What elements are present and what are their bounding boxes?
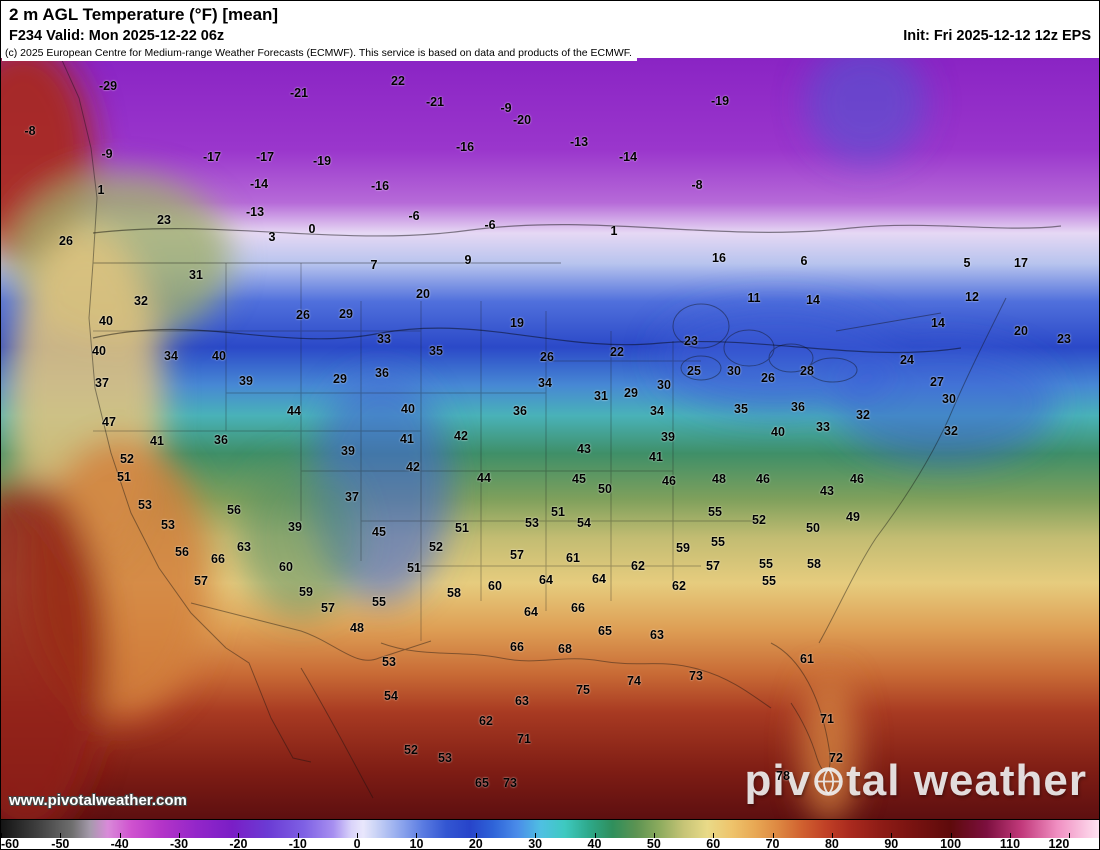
color-scale-tick-mark xyxy=(713,833,715,838)
color-scale-tick-mark xyxy=(594,833,596,838)
color-scale-tick-mark xyxy=(772,833,774,838)
color-scale-tick-mark xyxy=(119,833,121,838)
color-scale-ticks: -60 -50 -40 -30 -20 -10 0 10 20 30 40 50 60 70 80 90 100… xyxy=(1,837,1099,850)
temperature-contours xyxy=(92,224,1062,354)
color-scale-tick-label: 90 xyxy=(884,837,899,850)
color-scale-tick-label: 80 xyxy=(824,837,839,850)
color-scale-tick-label: 30 xyxy=(528,837,543,850)
color-scale-tick-mark xyxy=(653,833,655,838)
color-scale-tick-label: 100 xyxy=(940,837,962,850)
pivotal-weather-logo: piv tal weather xyxy=(745,756,1087,806)
warm-pacific-ocean xyxy=(1,478,106,819)
color-scale-tick-label: 120 xyxy=(1048,837,1070,850)
color-scale: -60 -50 -40 -30 -20 -10 0 10 20 30 40 50 60 70 80 90 100… xyxy=(1,819,1099,850)
color-scale-tick-mark xyxy=(416,833,418,838)
logo-text-prefix: piv xyxy=(744,756,812,805)
color-scale-gradient xyxy=(1,819,1099,838)
state-borders xyxy=(93,263,761,641)
color-scale-tick-mark xyxy=(831,833,833,838)
color-scale-tick-label: 110 xyxy=(999,837,1021,850)
copyright-notice: (c) 2025 European Centre for Medium-rang… xyxy=(2,46,637,61)
color-scale-tick-label: 20 xyxy=(468,837,483,850)
color-scale-tick-label: 10 xyxy=(409,837,424,850)
color-scale-tick-label: 50 xyxy=(646,837,661,850)
color-scale-tick-mark xyxy=(60,833,62,838)
color-scale-tick-mark xyxy=(891,833,893,838)
init-time: Init: Fri 2025-12-12 12z EPS xyxy=(903,28,1091,44)
cool-great-basin xyxy=(241,458,361,618)
color-scale-tick-label: -60 xyxy=(1,837,20,850)
title-bar: 2 m AGL Temperature (°F) [mean] xyxy=(1,1,1099,29)
map-boundaries xyxy=(60,58,1007,799)
color-scale-tick-label: -50 xyxy=(51,837,70,850)
color-scale-tick-label: -40 xyxy=(110,837,129,850)
color-scale-tick-mark xyxy=(1,833,2,838)
color-scale-tick-mark xyxy=(357,833,359,838)
map-title: 2 m AGL Temperature (°F) [mean] xyxy=(9,5,279,24)
temperature-field xyxy=(1,58,1099,819)
color-scale-tick-label: -30 xyxy=(170,837,189,850)
color-scale-tick-label: 0 xyxy=(353,837,361,850)
color-scale-tick-mark xyxy=(179,833,181,838)
color-scale-tick-label: 40 xyxy=(587,837,602,850)
color-scale-tick-mark xyxy=(238,833,240,838)
cold-northeast xyxy=(836,343,1056,463)
color-scale-tick-mark xyxy=(535,833,537,838)
hudson-bay xyxy=(806,58,926,163)
color-scale-tick-label: -20 xyxy=(229,837,248,850)
color-scale-tick-mark xyxy=(1009,833,1011,838)
color-scale-tick-label: -10 xyxy=(288,837,307,850)
globe-icon xyxy=(814,767,843,796)
color-scale-tick-label: 70 xyxy=(765,837,780,850)
color-scale-tick-mark xyxy=(1069,833,1071,838)
color-scale-tick-mark xyxy=(475,833,477,838)
valid-time: F234 Valid: Mon 2025-12-22 06z xyxy=(9,28,225,44)
watermark-url: www.pivotalweather.com xyxy=(9,792,187,809)
temperature-map[interactable]: www.pivotalweather.com piv tal weather xyxy=(1,58,1099,819)
cold-great-lakes xyxy=(656,303,896,413)
color-scale-tick-mark xyxy=(297,833,299,838)
color-scale-tick-mark xyxy=(950,833,952,838)
color-scale-tick-label: 60 xyxy=(706,837,721,850)
logo-text-suffix: tal weather xyxy=(846,756,1087,805)
info-bar: F234 Valid: Mon 2025-12-22 06z Init: Fri… xyxy=(1,28,1099,46)
